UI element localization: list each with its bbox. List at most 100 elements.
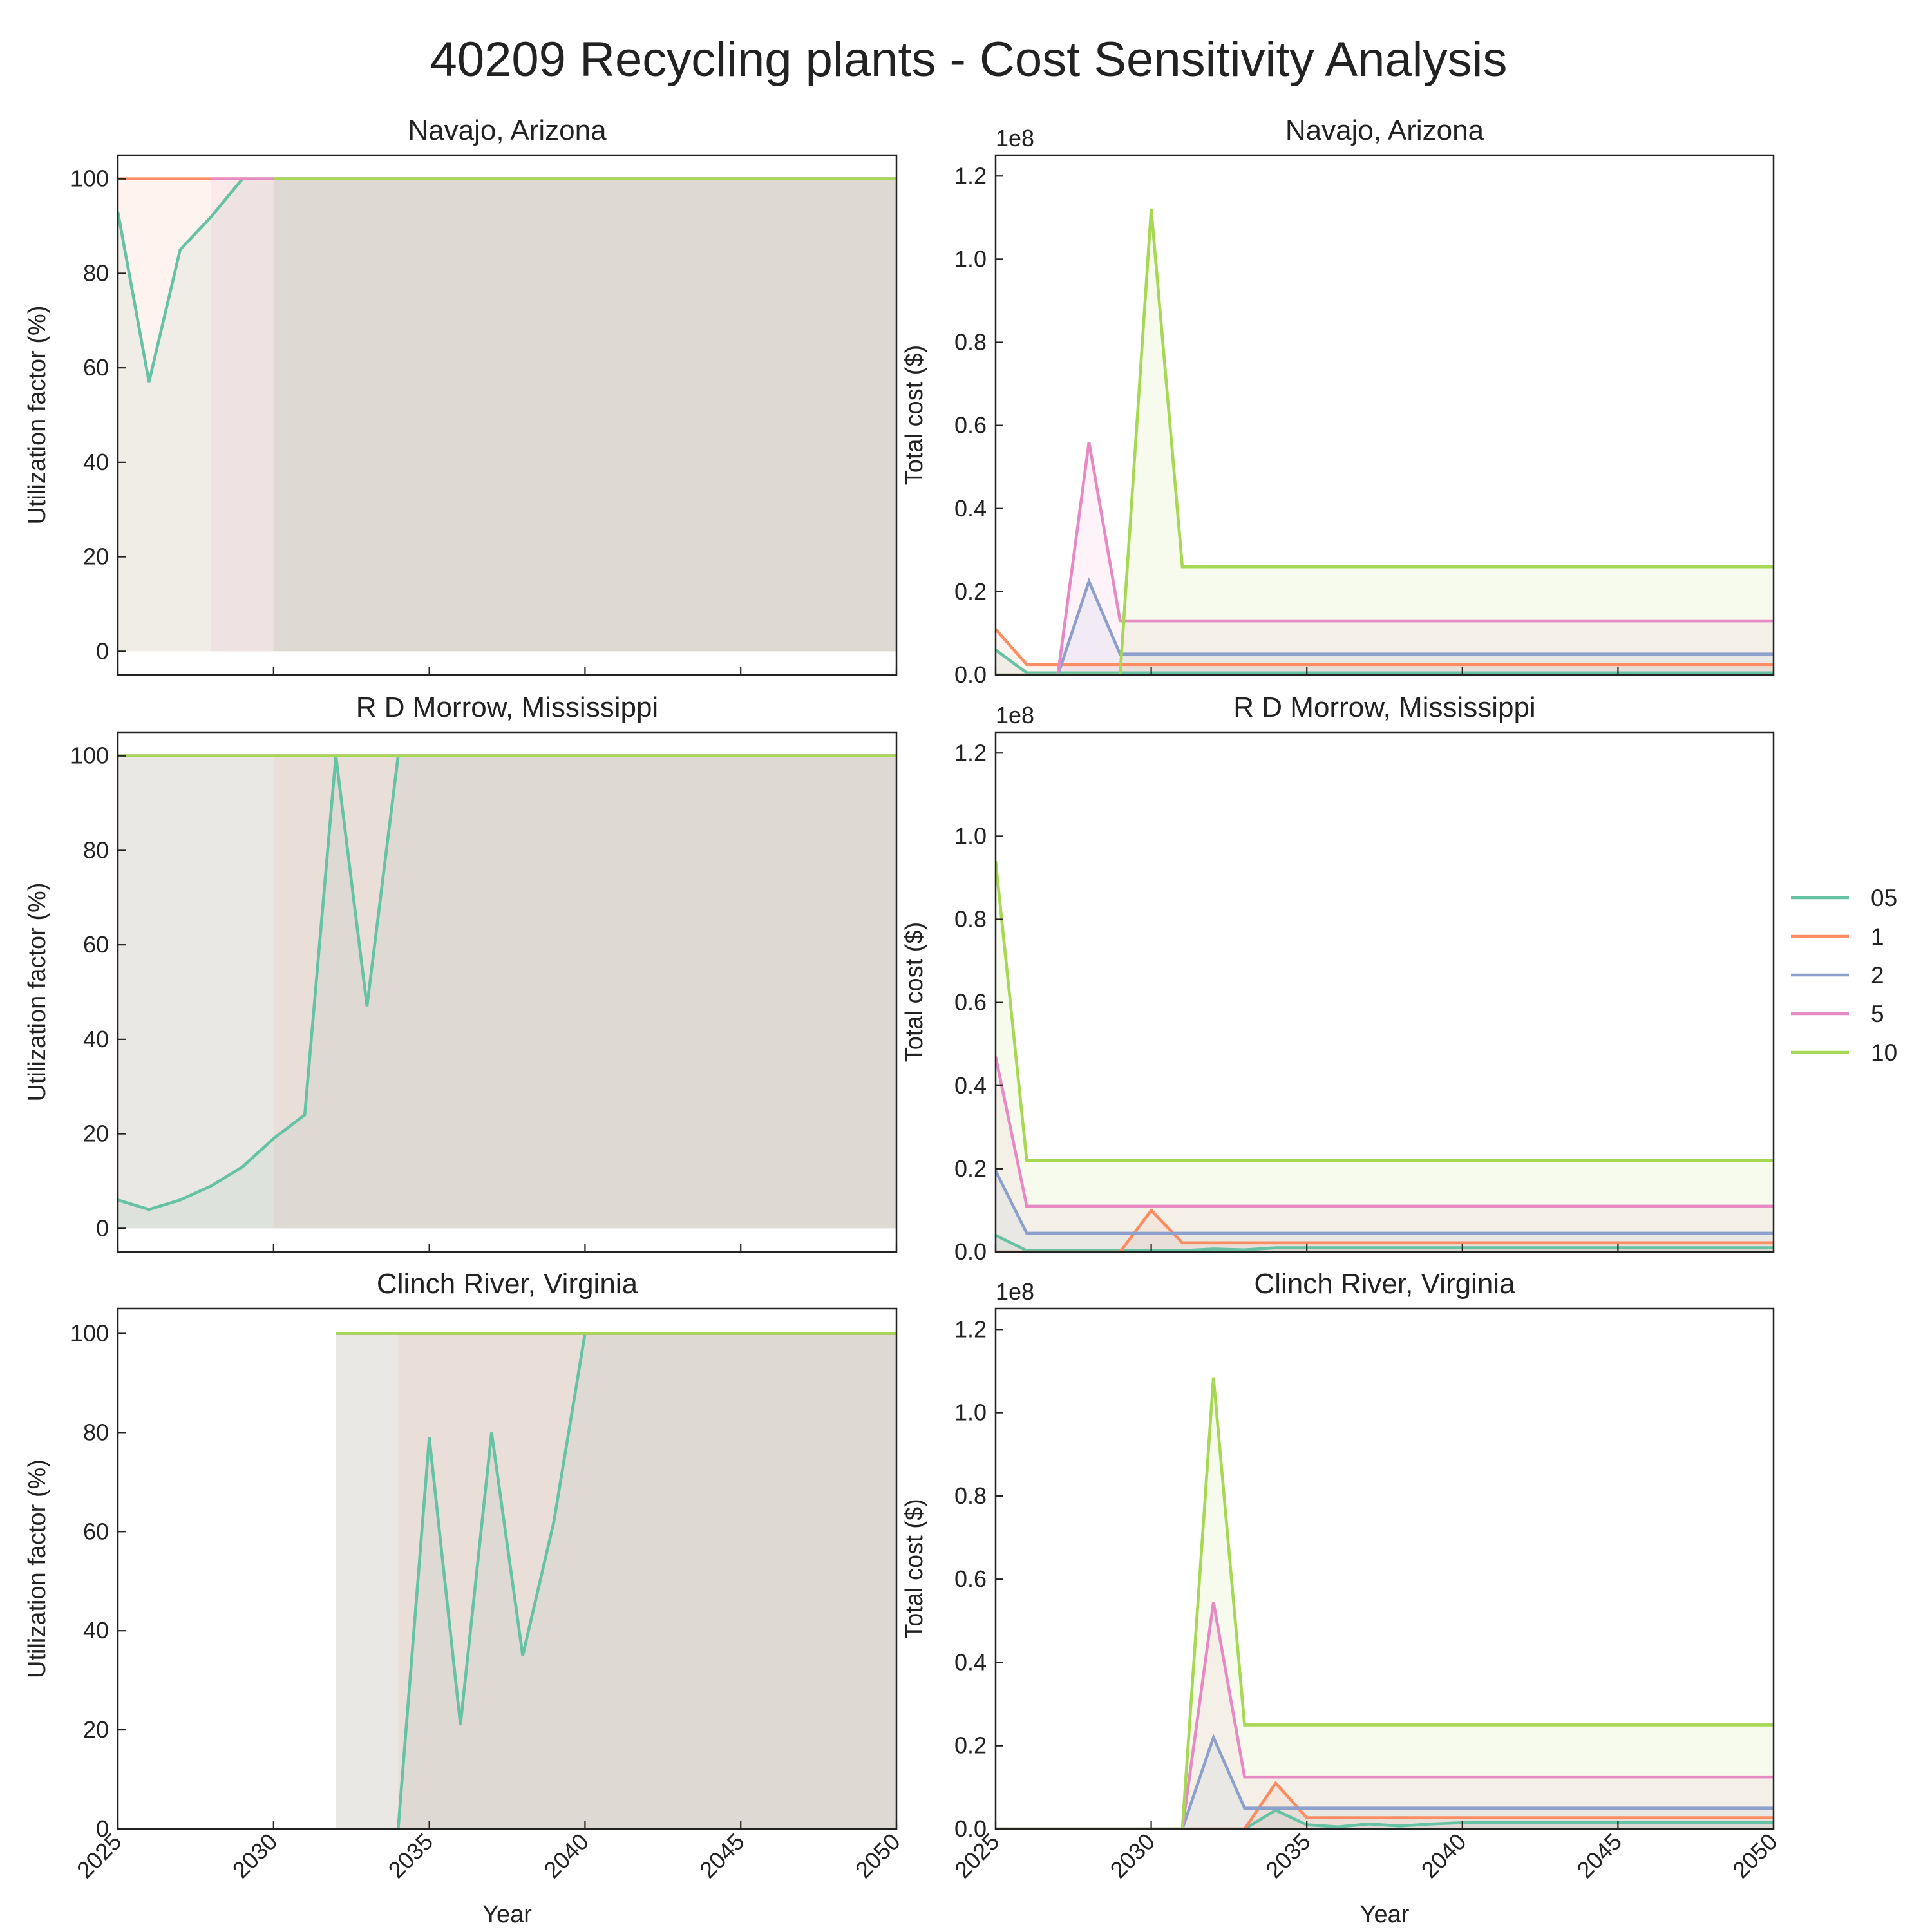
series-lines [336,1332,896,1829]
series-area-05 [398,1333,896,1829]
y-tick-label: 0.2 [954,1155,987,1182]
y-tick-label: 80 [83,837,109,863]
y-tick-label: 1.0 [954,822,987,849]
y-tick-label: 40 [83,449,109,475]
legend-label: 2 [1871,962,1884,989]
series-area-10 [336,1333,896,1829]
panel-title: Navajo, Arizona [408,115,607,146]
legend-item-2: 2 [1791,962,1884,989]
series-line-2 [996,1170,1774,1235]
y-tick-label: 20 [83,1121,109,1147]
x-tick-label: 2040 [538,1828,594,1884]
y-tick-label: 100 [70,166,109,192]
series-lines [118,754,896,1211]
y-tick-label: 1.2 [954,739,987,766]
series-area-05 [118,755,896,1229]
series-line-1 [996,1781,1774,1829]
y-tick-label: 0.8 [954,906,987,933]
series-line-05 [996,649,1774,675]
series-line-2 [996,1733,1774,1829]
panel-title: Clinch River, Virginia [1254,1268,1515,1300]
legend-item-1: 1 [1791,923,1884,950]
legend-label: 05 [1871,885,1897,911]
y-tick-label: 0.2 [954,1732,987,1759]
series-line-5 [996,1056,1774,1208]
legend-label: 5 [1871,1001,1884,1027]
y-tick-label: 0.6 [954,412,987,439]
series-area-1 [398,1333,896,1829]
y-offset-label: 1e8 [996,125,1034,151]
y-tick-label: 60 [83,931,109,958]
y-axis-label: Total cost ($) [901,1499,928,1639]
y-tick-label: 0 [96,638,109,664]
series-line-5 [996,1602,1774,1829]
y-axis-label: Total cost ($) [901,345,928,486]
panel-3: 0 20 40 60 80 100 R D Morrow, Mississippi Utili… [24,692,898,1253]
x-tick-label: 2045 [694,1828,750,1884]
x-tick-label: 2050 [850,1828,905,1884]
y-tick-label: 0.8 [954,329,987,355]
series-line-10 [996,1377,1774,1829]
legend-label: 1 [1871,923,1884,950]
series-area-10 [273,178,896,652]
y-tick-label: 0.4 [954,1072,987,1099]
panel-title: R D Morrow, Mississippi [356,692,658,723]
series-area-1 [118,178,896,652]
axes-frame [994,154,1775,676]
series-line-05 [996,1808,1774,1829]
y-axis-label: Utilization factor (%) [24,306,51,525]
y-axis-label: Utilization factor (%) [24,1459,51,1678]
y-tick-label: 100 [70,743,109,769]
x-tick-label: 2030 [1105,1828,1160,1884]
y-tick-label: 20 [83,1716,109,1743]
y-tick-label: 80 [83,260,109,286]
x-tick-label: 2050 [1727,1828,1783,1884]
y-tick-label: 1.0 [954,245,987,272]
series-line-05 [996,1234,1774,1252]
legend-label: 10 [1871,1039,1897,1066]
x-axis-label: Year [1360,1901,1410,1928]
y-tick-label: 0.8 [954,1482,987,1509]
series-lines [118,177,896,383]
series-area-5 [336,1333,896,1829]
figure-title: 40209 Recycling plants - Cost Sensitivit… [430,32,1508,87]
panel-title: Clinch River, Virginia [377,1268,638,1300]
series-line-10 [996,860,1774,1162]
axes-frame [994,731,1775,1253]
series-area-2 [996,1737,1774,1829]
series-area-5 [996,1602,1774,1829]
series-fills [118,755,896,1229]
series-area-2 [118,755,896,1229]
series-fills [996,861,1774,1252]
y-tick-label: 0 [96,1815,109,1842]
y-tick-label: 40 [83,1026,109,1052]
series-line-1 [996,628,1774,667]
series-area-1 [273,755,896,1229]
series-lines [996,209,1774,675]
y-tick-label: 0.4 [954,495,987,522]
y-tick-label: 0.4 [954,1649,987,1675]
series-area-5 [996,442,1774,675]
axes-frame [117,1307,898,1830]
y-tick-label: 0.0 [954,1238,987,1265]
y-tick-label: 0.2 [954,578,987,605]
series-area-5 [211,178,896,652]
series-area-10 [996,1377,1774,1829]
series-lines [996,1377,1774,1829]
series-area-5 [118,755,896,1229]
series-area-2 [336,1333,896,1829]
legend-item-05: 05 [1791,885,1897,911]
series-area-10 [118,755,896,1229]
axes-frame [117,731,898,1253]
y-tick-label: 1.0 [954,1399,987,1426]
x-tick-label: 2035 [383,1828,439,1884]
y-tick-label: 20 [83,544,109,570]
panel-1: 0 20 40 60 80 100 Navajo, Arizona Utilization f… [24,115,898,676]
series-line-2 [996,577,1774,675]
x-tick-label: 2040 [1416,1828,1472,1884]
y-tick-label: 0.6 [954,989,987,1016]
x-tick-label: 2025 [71,1828,127,1884]
y-axis-label: Utilization factor (%) [24,883,51,1102]
